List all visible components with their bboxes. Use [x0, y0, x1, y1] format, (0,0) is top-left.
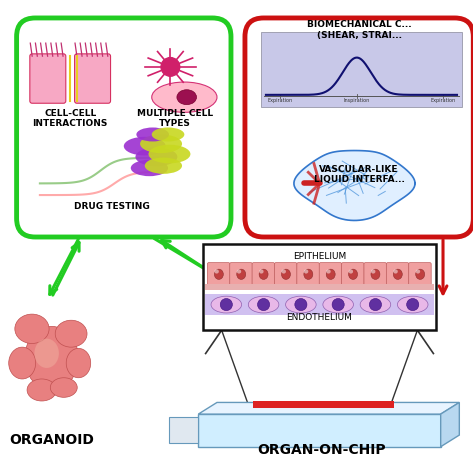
Ellipse shape — [55, 320, 87, 347]
Ellipse shape — [259, 269, 268, 279]
Ellipse shape — [323, 296, 354, 313]
Text: MULTIPLE CELL
TYPES: MULTIPLE CELL TYPES — [137, 109, 213, 128]
Text: CELL-CELL
INTERACTIONS: CELL-CELL INTERACTIONS — [33, 109, 108, 128]
Ellipse shape — [137, 128, 169, 141]
Text: ENDOTHELIUM: ENDOTHELIUM — [287, 313, 353, 322]
Bar — [169, 417, 198, 444]
Ellipse shape — [371, 269, 380, 279]
Ellipse shape — [66, 348, 91, 378]
Text: VASCULAR-LIKE
LIQUID INTERFA...: VASCULAR-LIKE LIQUID INTERFA... — [314, 165, 405, 184]
Ellipse shape — [237, 269, 246, 279]
FancyBboxPatch shape — [252, 263, 274, 286]
FancyBboxPatch shape — [208, 263, 230, 286]
FancyBboxPatch shape — [274, 263, 297, 286]
Polygon shape — [441, 402, 459, 447]
Bar — [198, 414, 441, 447]
Ellipse shape — [348, 269, 353, 273]
Ellipse shape — [136, 147, 177, 166]
Ellipse shape — [348, 269, 357, 279]
FancyBboxPatch shape — [74, 54, 110, 103]
FancyBboxPatch shape — [386, 263, 409, 286]
Bar — [261, 32, 462, 107]
Circle shape — [332, 299, 344, 310]
Bar — [205, 284, 434, 290]
Ellipse shape — [177, 90, 197, 105]
Ellipse shape — [124, 137, 166, 155]
Circle shape — [407, 299, 419, 310]
Polygon shape — [198, 402, 459, 414]
Polygon shape — [294, 151, 415, 220]
Circle shape — [369, 299, 382, 310]
FancyBboxPatch shape — [17, 18, 231, 237]
Ellipse shape — [393, 269, 398, 273]
Text: Expiration: Expiration — [430, 98, 456, 103]
Ellipse shape — [27, 379, 56, 401]
Text: ORGANOID: ORGANOID — [9, 433, 94, 447]
Ellipse shape — [25, 327, 79, 390]
FancyBboxPatch shape — [245, 18, 474, 237]
FancyBboxPatch shape — [364, 263, 386, 286]
FancyBboxPatch shape — [230, 263, 252, 286]
Text: BIOMECHANICAL C...
(SHEAR, STRAI...: BIOMECHANICAL C... (SHEAR, STRAI... — [307, 20, 411, 40]
Ellipse shape — [397, 296, 428, 313]
Ellipse shape — [360, 296, 391, 313]
Bar — [205, 294, 434, 315]
Ellipse shape — [393, 269, 402, 279]
Bar — [253, 401, 394, 408]
Ellipse shape — [15, 314, 49, 344]
Ellipse shape — [326, 269, 335, 279]
Ellipse shape — [416, 269, 425, 279]
Ellipse shape — [152, 82, 217, 112]
Ellipse shape — [145, 157, 182, 174]
Ellipse shape — [371, 269, 375, 273]
FancyBboxPatch shape — [409, 263, 431, 286]
Text: DRUG TESTING: DRUG TESTING — [74, 202, 150, 211]
FancyBboxPatch shape — [30, 54, 66, 103]
FancyBboxPatch shape — [342, 263, 364, 286]
Ellipse shape — [211, 296, 242, 313]
Ellipse shape — [9, 347, 36, 379]
Ellipse shape — [304, 269, 313, 279]
Ellipse shape — [148, 145, 191, 164]
Ellipse shape — [286, 296, 316, 313]
Ellipse shape — [416, 269, 420, 273]
Text: ORGAN-ON-CHIP: ORGAN-ON-CHIP — [257, 443, 386, 457]
Ellipse shape — [304, 269, 308, 273]
Ellipse shape — [35, 338, 59, 368]
Ellipse shape — [326, 269, 331, 273]
Text: Inspiration: Inspiration — [344, 98, 370, 103]
Ellipse shape — [282, 269, 291, 279]
Ellipse shape — [214, 269, 223, 279]
Circle shape — [295, 299, 307, 310]
Text: Expiration: Expiration — [267, 98, 292, 103]
Ellipse shape — [214, 269, 219, 273]
Circle shape — [257, 299, 270, 310]
Ellipse shape — [50, 378, 77, 397]
Ellipse shape — [259, 269, 264, 273]
Ellipse shape — [282, 269, 286, 273]
FancyBboxPatch shape — [319, 263, 342, 286]
Ellipse shape — [237, 269, 241, 273]
Circle shape — [220, 299, 232, 310]
Ellipse shape — [131, 160, 168, 176]
Ellipse shape — [152, 128, 184, 141]
Ellipse shape — [248, 296, 279, 313]
Ellipse shape — [140, 135, 182, 153]
FancyBboxPatch shape — [297, 263, 319, 286]
Circle shape — [161, 57, 180, 76]
Text: EPITHELIUM: EPITHELIUM — [293, 252, 346, 261]
Bar — [203, 244, 436, 330]
